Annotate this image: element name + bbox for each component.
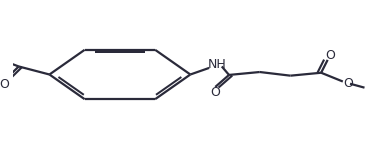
- Text: O: O: [326, 49, 335, 62]
- Text: O: O: [211, 86, 221, 99]
- Text: NH: NH: [208, 58, 226, 71]
- Text: O: O: [0, 78, 9, 91]
- Text: O: O: [343, 77, 353, 90]
